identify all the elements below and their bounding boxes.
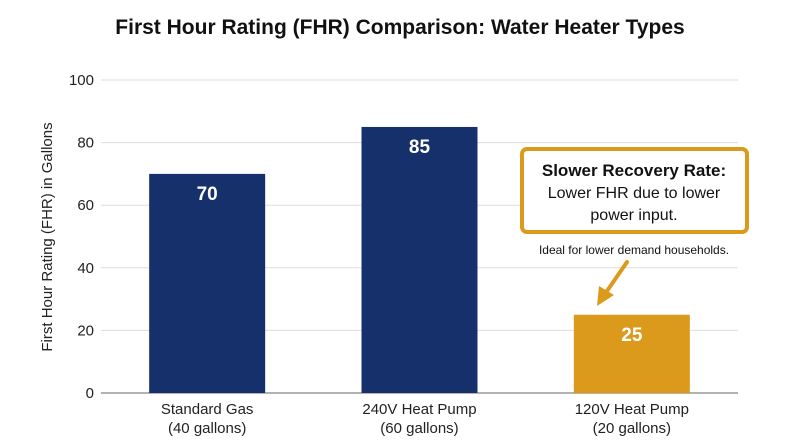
y-axis-label: First Hour Rating (FHR) in Gallons	[39, 122, 56, 351]
bar	[361, 126, 478, 393]
bar-value-label: 70	[197, 184, 218, 205]
x-tick-label: (40 gallons)	[168, 420, 246, 437]
x-tick-label: Standard Gas	[161, 401, 254, 418]
bar-value-label: 25	[621, 325, 643, 346]
y-tick-label: 20	[77, 322, 94, 339]
bar	[149, 173, 266, 393]
callout-title: Slower Recovery Rate:	[542, 161, 726, 180]
callout-body-line: Lower FHR due to lower	[548, 185, 721, 202]
y-tick-label: 0	[86, 385, 94, 402]
callout-arrow-shaft	[605, 260, 629, 293]
callout-arrow-head	[597, 286, 614, 306]
x-tick-label: 240V Heat Pump	[362, 401, 476, 418]
bar-value-label: 85	[409, 137, 431, 158]
y-tick-label: 80	[77, 135, 94, 152]
callout-box	[520, 147, 749, 234]
bar	[573, 314, 690, 393]
category-labels: Standard Gas (40 gallons) 240V Heat Pump (6…	[161, 401, 689, 437]
chart-title: First Hour Rating (FHR) Comparison: Wate…	[115, 16, 684, 39]
y-axis-ticks: 0 20 40 60 80 100	[69, 72, 94, 402]
callout-annotation: Slower Recovery Rate: Lower FHR due to l…	[520, 147, 749, 306]
bars: 70 85 25	[149, 126, 690, 393]
callout-body-line: power input.	[590, 207, 677, 224]
y-tick-label: 100	[69, 72, 94, 89]
y-tick-label: 40	[77, 260, 94, 277]
x-tick-label: (60 gallons)	[380, 420, 458, 437]
x-tick-label: (20 gallons)	[593, 420, 671, 437]
callout-note: Ideal for lower demand households.	[539, 243, 729, 257]
y-tick-label: 60	[77, 197, 94, 214]
x-tick-label: 120V Heat Pump	[575, 401, 689, 418]
